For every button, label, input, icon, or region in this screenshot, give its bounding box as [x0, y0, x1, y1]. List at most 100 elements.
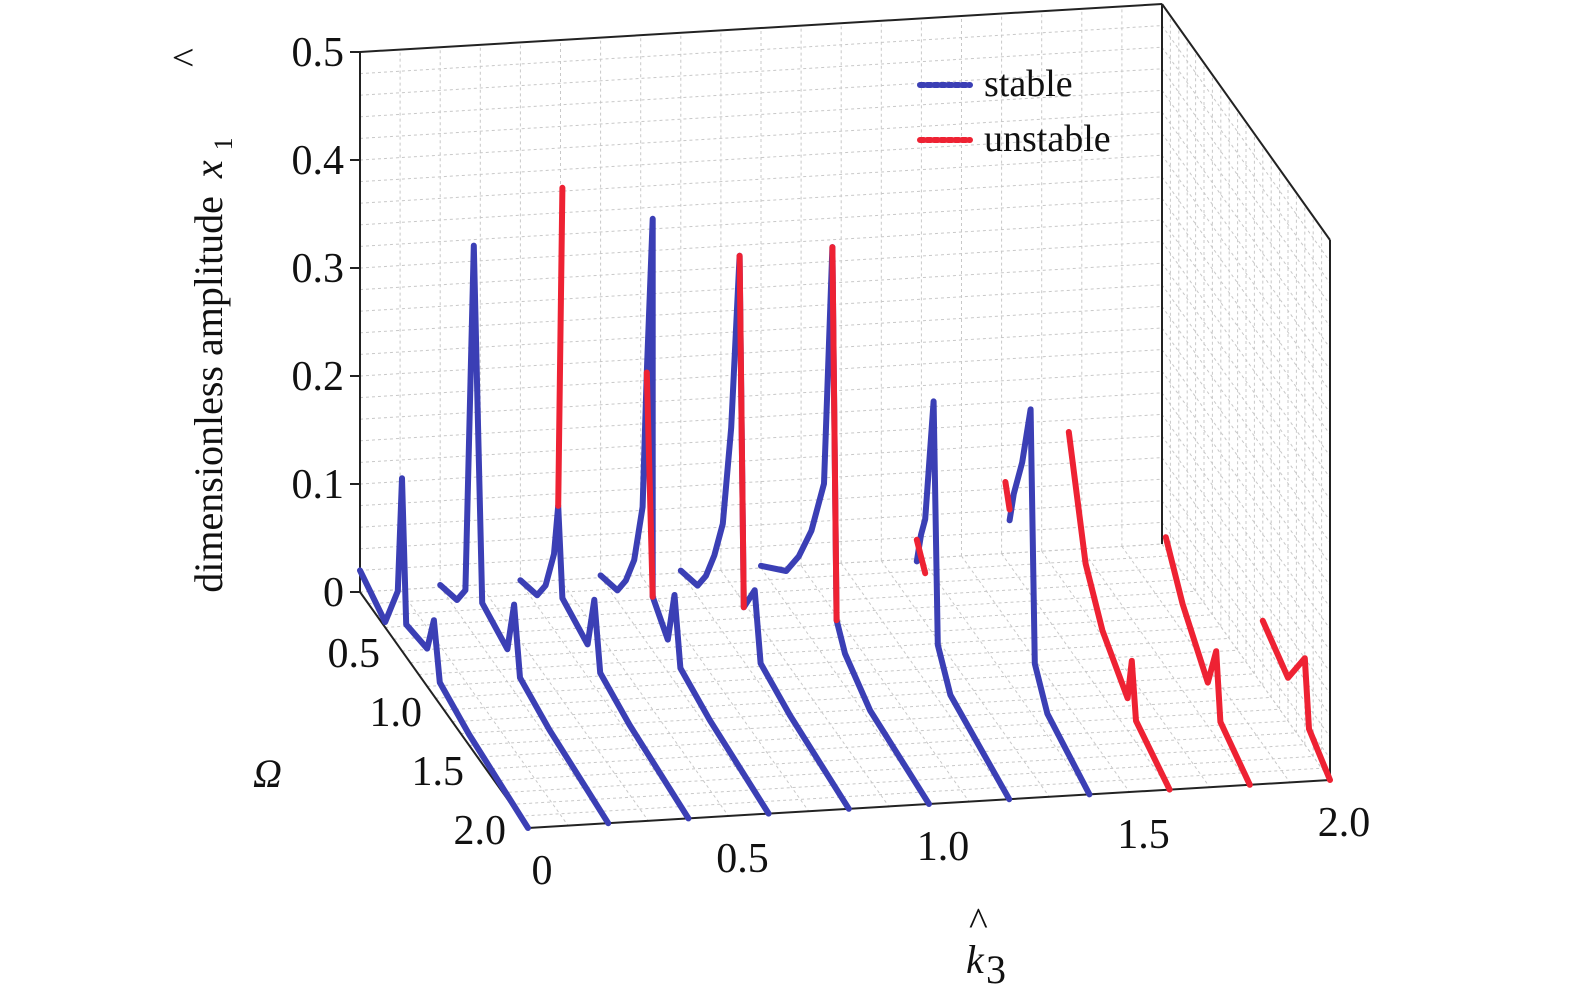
stable-branch-line: [357, 475, 531, 831]
k3-tick-label: 0.5: [716, 836, 769, 882]
floor-grid-line: [502, 744, 1305, 794]
z-tick-label: 0.2: [292, 354, 345, 400]
grid-layer: [359, 3, 1331, 829]
tick-labels: 0 0.1 0.2 0.3 0.4 0.5 0.5 1.0 1.5 2.0 0 0.5 1.0 1.5 2.…: [292, 30, 1371, 894]
back-wall-grid-line: [359, 111, 1163, 161]
side-wall-grid-line: [1161, 154, 1331, 392]
unstable-branch-line: [736, 252, 747, 611]
side-wall-grid-line: [1161, 435, 1331, 673]
axis-frame-edge: [359, 3, 1163, 53]
z-tick-label: 0: [323, 570, 344, 616]
floor-grid-line: [485, 720, 1289, 770]
series-k3-2: [1259, 617, 1333, 783]
stable-branch-line: [437, 242, 612, 827]
back-wall-grid-line: [359, 241, 1163, 291]
back-wall-grid-line: [359, 197, 1163, 247]
floor-grid-line: [399, 589, 569, 826]
stable-branch-line: [677, 252, 852, 812]
floor-grid-line: [401, 602, 1205, 652]
floor-grid-line: [452, 673, 1255, 723]
series-k3-1_8: [1162, 534, 1253, 788]
back-wall-grid-line: [359, 46, 1163, 96]
series-k3-0_4: [517, 184, 692, 822]
z-tick-label: 0.3: [292, 246, 345, 292]
stable-branch-line: [1006, 406, 1093, 798]
k3-tick-label: 1.5: [1117, 812, 1170, 858]
svg-text:dimensionless amplitude: dimensionless amplitude x 1: [186, 137, 238, 592]
omega-tick-label: 1.5: [412, 749, 465, 795]
back-wall-grid-line: [359, 305, 1163, 355]
legend-unstable-label: unstable: [984, 118, 1111, 160]
floor-grid-line: [920, 558, 1090, 795]
axes-frame: [350, 3, 1331, 829]
floor-grid-line: [519, 767, 1322, 817]
side-wall-grid-line: [1161, 198, 1331, 435]
back-wall-grid-line: [359, 25, 1163, 75]
side-wall-grid-line: [1161, 522, 1331, 759]
side-wall-grid-line: [1161, 46, 1331, 284]
floor-grid-line: [376, 567, 1179, 617]
back-wall-grid-line: [359, 478, 1163, 528]
svg-text:3: 3: [986, 947, 1006, 985]
series-k3-0_6: [597, 215, 772, 817]
floor-grid-line: [427, 637, 1230, 687]
floor-grid-line: [640, 574, 810, 812]
omega-tick-label: 1.0: [370, 690, 423, 736]
side-wall-grid-line: [1161, 306, 1331, 543]
back-wall-grid-line: [359, 327, 1163, 377]
series-k3-1_2: [913, 398, 1013, 803]
back-wall-grid-line: [359, 133, 1163, 183]
back-wall-grid-line: [359, 349, 1163, 399]
omega-tick-label: 2.0: [454, 808, 507, 854]
stable-branch-line: [597, 215, 772, 817]
floor-grid-line: [418, 626, 1221, 676]
series-layer: [357, 184, 1333, 831]
side-wall-grid-line: [1161, 133, 1331, 370]
floor-grid-line: [477, 708, 1280, 758]
unstable-branch-line: [1002, 479, 1013, 513]
side-wall-grid-line: [1161, 392, 1331, 630]
side-wall-grid-line: [1161, 68, 1331, 306]
k3-tick-label: 1.0: [917, 824, 970, 870]
unstable-branch-line: [1259, 617, 1333, 783]
omega-tick-label: 0.5: [328, 631, 381, 677]
series-k3-1_6: [1065, 429, 1173, 793]
unstable-branch-line: [1162, 534, 1253, 788]
side-wall-grid-line: [1161, 284, 1331, 522]
back-wall-grid-line: [359, 262, 1163, 312]
back-wall-grid-line: [359, 413, 1163, 463]
side-wall-grid-line: [1161, 414, 1331, 651]
floor-grid-line: [1081, 548, 1251, 786]
z-tick-label: 0.1: [292, 462, 345, 508]
back-wall-grid-line: [359, 500, 1163, 550]
floor-grid-line: [460, 685, 1263, 735]
side-wall-grid-line: [1161, 370, 1331, 608]
side-wall-grid-line: [1161, 241, 1331, 478]
side-wall-grid-line: [1161, 176, 1331, 414]
side-wall-grid-line: [1161, 349, 1331, 586]
back-wall-grid-line: [359, 370, 1163, 420]
floor-grid-line: [494, 732, 1297, 782]
back-wall-grid-line: [359, 219, 1163, 269]
side-wall-grid-line: [1161, 25, 1331, 262]
floor-grid-line: [435, 649, 1238, 699]
side-wall-grid-line: [1161, 478, 1331, 716]
legend-stable-label: stable: [984, 63, 1073, 105]
side-wall-grid-line: [1161, 90, 1331, 327]
unstable-branch-line: [829, 244, 840, 624]
back-wall-grid-line: [359, 457, 1163, 507]
floor-grid-line: [385, 578, 1188, 628]
back-wall-grid-line: [359, 68, 1163, 118]
floor-grid-line: [443, 661, 1247, 711]
back-wall-grid-line: [359, 521, 1163, 571]
series-k3-0_2: [437, 242, 612, 827]
y-axis-label: Ω: [253, 751, 282, 796]
side-wall-grid-line: [1161, 543, 1331, 781]
side-wall-grid-line: [1161, 500, 1331, 738]
k3-tick-label: 2.0: [1318, 800, 1371, 846]
back-wall-grid-line: [359, 435, 1163, 485]
back-wall-grid-line: [359, 154, 1163, 204]
back-wall-grid-line: [359, 176, 1163, 226]
